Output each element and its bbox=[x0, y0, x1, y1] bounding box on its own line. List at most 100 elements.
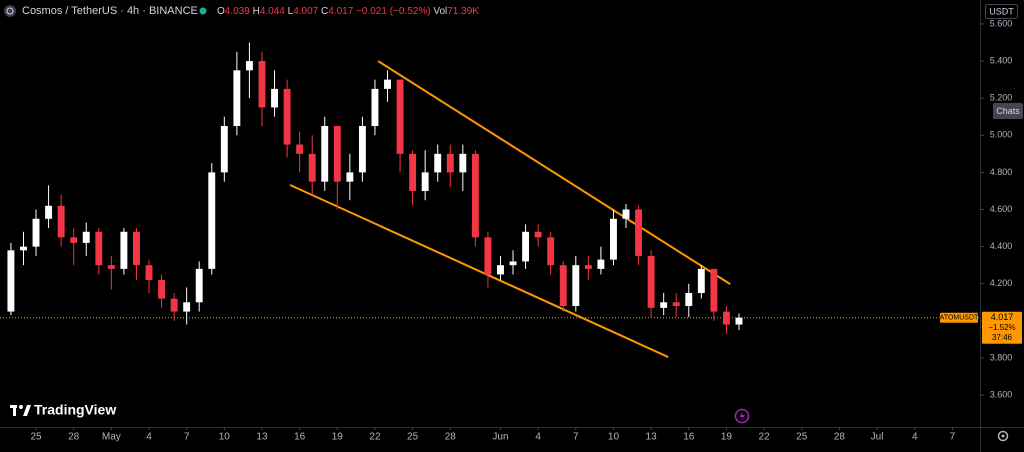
candle-body bbox=[258, 61, 266, 108]
candle-body bbox=[446, 153, 454, 173]
candle-body bbox=[559, 265, 567, 307]
candle-body bbox=[70, 237, 78, 243]
candle-body bbox=[396, 79, 404, 154]
x-tick-label: 19 bbox=[332, 432, 344, 443]
ohlc-value: 4.044 bbox=[260, 6, 285, 17]
candle-body bbox=[195, 268, 203, 303]
candle-body bbox=[271, 88, 278, 108]
logo-mark bbox=[23, 405, 31, 416]
candle-body bbox=[220, 126, 228, 173]
ohlc-key: H bbox=[253, 6, 260, 17]
candle-body bbox=[82, 231, 90, 243]
candle-body bbox=[158, 280, 166, 299]
candle-body bbox=[471, 153, 479, 238]
candle-body bbox=[584, 265, 592, 269]
logo: TradingView bbox=[10, 402, 116, 418]
settings-button[interactable] bbox=[997, 430, 1009, 442]
x-tick-label: 7 bbox=[184, 432, 190, 443]
y-tick-label: 3.800 bbox=[990, 352, 1013, 362]
candle-body bbox=[283, 88, 291, 145]
candle-body bbox=[333, 126, 341, 182]
x-tick-label: 10 bbox=[219, 432, 231, 443]
candles bbox=[7, 42, 743, 334]
candle-body bbox=[245, 61, 253, 71]
currency-label[interactable]: USDT bbox=[989, 6, 1014, 16]
candle-body bbox=[170, 298, 178, 312]
candle-body bbox=[697, 268, 705, 294]
x-tick-label: 7 bbox=[950, 432, 956, 443]
currency-button[interactable] bbox=[985, 4, 1018, 19]
event-icon[interactable] bbox=[734, 408, 750, 424]
x-tick-label: 13 bbox=[256, 432, 268, 443]
candle-body bbox=[233, 70, 241, 127]
candle-body bbox=[710, 268, 718, 312]
candle-body bbox=[308, 153, 316, 182]
candle-body bbox=[346, 172, 354, 182]
candle-body bbox=[547, 237, 555, 266]
trend-line bbox=[377, 60, 731, 285]
symbol-icon[interactable] bbox=[4, 5, 16, 17]
logo-text: TradingView bbox=[34, 402, 116, 418]
x-tick-label: 25 bbox=[407, 432, 419, 443]
price-tag-box bbox=[982, 311, 1022, 344]
drawings bbox=[0, 60, 980, 358]
volume-value: 71.39K bbox=[447, 6, 479, 17]
volume-key: Vol bbox=[433, 6, 447, 17]
y-tick-label: 4.800 bbox=[990, 167, 1013, 177]
candle-body bbox=[20, 246, 27, 251]
event-icon-bolt bbox=[739, 411, 745, 421]
candle-body bbox=[459, 153, 467, 173]
y-tick-label: 4.600 bbox=[990, 204, 1013, 214]
price-tag-change: −1.52% bbox=[988, 323, 1015, 332]
candle-body bbox=[371, 88, 379, 127]
candle-body bbox=[120, 231, 128, 269]
x-tick-label: 28 bbox=[445, 432, 457, 443]
ohlc-key: L bbox=[288, 6, 294, 17]
candle-body bbox=[7, 250, 15, 312]
price-tag-value: 4.017 bbox=[991, 312, 1014, 322]
market-status bbox=[199, 7, 207, 15]
axes: 3.6003.8004.0004.2004.4004.6004.8005.000… bbox=[30, 18, 1012, 442]
x-tick-label: Jul bbox=[871, 432, 884, 443]
candle-body bbox=[57, 205, 65, 238]
candle-body bbox=[107, 265, 115, 269]
candle-body bbox=[597, 259, 605, 269]
ohlc-legend: O4.039 H4.044 L4.007 C4.017 −0.021 (−0.5… bbox=[217, 6, 479, 17]
candle-body bbox=[32, 218, 40, 247]
y-tick-label: 5.200 bbox=[990, 93, 1013, 103]
x-tick-label: 22 bbox=[759, 432, 771, 443]
candle-body bbox=[622, 209, 630, 219]
chats-label[interactable]: Chats bbox=[996, 106, 1020, 116]
x-tick-label: 4 bbox=[912, 432, 918, 443]
settings-button-center bbox=[1001, 434, 1005, 438]
x-tick-label: 25 bbox=[30, 432, 42, 443]
symbol-icon-ring bbox=[6, 7, 14, 15]
x-tick-label: 7 bbox=[573, 432, 579, 443]
y-tick-label: 4.200 bbox=[990, 278, 1013, 288]
ohlc-key: O bbox=[217, 6, 225, 17]
candle-body bbox=[409, 153, 417, 191]
chats-button[interactable] bbox=[993, 103, 1023, 119]
candle-body bbox=[45, 205, 53, 219]
candle-body bbox=[384, 79, 391, 89]
x-tick-label: 16 bbox=[683, 432, 695, 443]
candle-body bbox=[509, 261, 517, 266]
candle-body bbox=[722, 311, 730, 325]
x-tick-label: 28 bbox=[834, 432, 846, 443]
symbol-title[interactable]: Cosmos / TetherUS · 4h · BINANCE bbox=[22, 5, 198, 17]
candle-body bbox=[183, 302, 191, 312]
y-tick-label: 5.400 bbox=[990, 55, 1013, 65]
candle-body bbox=[421, 172, 429, 191]
candle-body bbox=[145, 265, 153, 281]
candle-body bbox=[296, 144, 304, 154]
ohlc-value: 4.017 bbox=[328, 6, 353, 17]
ohlc-change: −0.021 (−0.52%) bbox=[356, 6, 431, 17]
candle-body bbox=[522, 231, 530, 262]
x-tick-label: May bbox=[102, 432, 121, 443]
y-tick-label: 5.000 bbox=[990, 130, 1013, 140]
candle-body bbox=[208, 172, 216, 269]
y-tick-label: 3.600 bbox=[990, 389, 1013, 399]
price-tag-countdown: 37:46 bbox=[992, 333, 1013, 342]
